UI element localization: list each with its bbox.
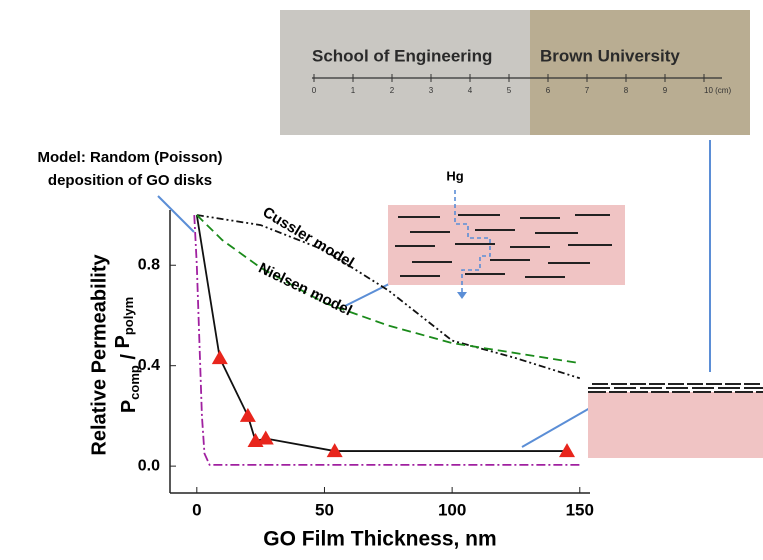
substrate-schematic bbox=[588, 392, 763, 458]
ruler-label: 9 bbox=[663, 86, 668, 95]
y-tick-label: 0.0 bbox=[138, 457, 160, 474]
photo-left bbox=[280, 10, 530, 135]
photo-right bbox=[530, 10, 750, 135]
ruler-label: 10 (cm) bbox=[704, 86, 731, 95]
annotation: deposition of GO disks bbox=[48, 172, 212, 189]
x-tick-label: 50 bbox=[315, 500, 334, 519]
y-axis-ratio: Pcomp / Ppolym bbox=[112, 297, 142, 413]
data-point bbox=[258, 431, 274, 445]
ruler-label: 5 bbox=[507, 86, 512, 95]
ratio-part: comp bbox=[127, 365, 142, 400]
ruler-label: 6 bbox=[546, 86, 551, 95]
data-point bbox=[240, 408, 256, 422]
go-film bbox=[588, 384, 763, 392]
ratio-part: P bbox=[118, 400, 140, 413]
ruler-label: 1 bbox=[351, 86, 356, 95]
ruler-label: 0 bbox=[312, 86, 317, 95]
annotation: Cussler model bbox=[260, 204, 357, 272]
x-axis-label: GO Film Thickness, nm bbox=[263, 528, 496, 551]
x-tick-label: 0 bbox=[192, 500, 201, 519]
photo-text: Brown University bbox=[540, 46, 680, 65]
ratio-part: polym bbox=[121, 297, 136, 335]
ruler-label: 4 bbox=[468, 86, 473, 95]
x-tick-label: 150 bbox=[566, 500, 594, 519]
arrow-head bbox=[457, 292, 467, 299]
figure: School of Engineering Brown University 0… bbox=[0, 0, 763, 555]
connector bbox=[522, 408, 590, 447]
ratio-part: / bbox=[118, 348, 140, 365]
ruler-label: 3 bbox=[429, 86, 434, 95]
ruler-label: 8 bbox=[624, 86, 629, 95]
data-point bbox=[559, 443, 575, 457]
annotation: Model: Random (Poisson) bbox=[38, 149, 223, 166]
diagram-label: Hg bbox=[446, 168, 463, 183]
ruler-label: 7 bbox=[585, 86, 590, 95]
connector bbox=[158, 196, 194, 232]
annotation: Nielsen model bbox=[256, 260, 355, 320]
x-tick-label: 100 bbox=[438, 500, 466, 519]
y-axis-label: Relative Permeability bbox=[88, 254, 110, 456]
photo-text: School of Engineering bbox=[312, 46, 492, 65]
y-tick-label: 0.8 bbox=[138, 256, 160, 273]
data-point bbox=[212, 350, 228, 364]
ruler-label: 2 bbox=[390, 86, 395, 95]
ratio-part: P bbox=[112, 335, 134, 348]
